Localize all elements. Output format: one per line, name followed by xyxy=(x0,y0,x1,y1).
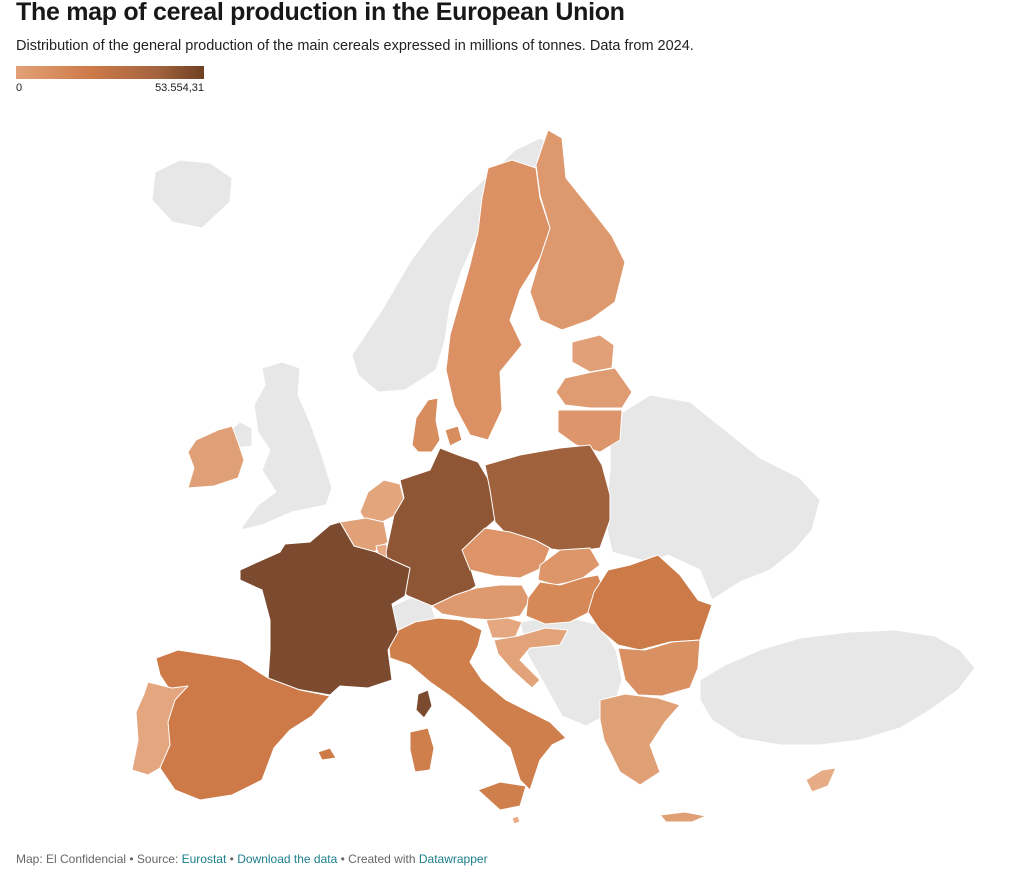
datawrapper-link[interactable]: Datawrapper xyxy=(418,852,488,866)
country-malta[interactable] xyxy=(511,815,521,825)
country-denmark[interactable] xyxy=(411,397,441,453)
country-croatia[interactable] xyxy=(493,627,569,689)
legend-gradient-bar xyxy=(16,66,204,79)
country-germany[interactable] xyxy=(385,447,496,607)
footer-credit: Map: El Confidencial xyxy=(16,852,127,866)
map-svg xyxy=(131,129,976,825)
country-denmark-islands[interactable] xyxy=(444,425,463,447)
country-iceland[interactable] xyxy=(151,159,233,229)
footer-separator: • Source: xyxy=(126,852,182,866)
country-estonia[interactable] xyxy=(571,334,615,373)
footer-credits: Map: El Confidencial • Source: Eurostat … xyxy=(16,852,488,866)
country-spain-balearic[interactable] xyxy=(317,747,337,761)
country-ireland[interactable] xyxy=(187,425,245,489)
chart-subtitle: Distribution of the general production o… xyxy=(16,38,694,54)
country-italy-sardinia[interactable] xyxy=(409,727,435,773)
country-lithuania[interactable] xyxy=(557,409,623,453)
footer-separator: • Created with xyxy=(337,852,419,866)
country-slovakia[interactable] xyxy=(537,547,601,586)
country-romania[interactable] xyxy=(587,554,713,651)
country-cyprus[interactable] xyxy=(805,767,837,793)
country-portugal[interactable] xyxy=(131,681,189,776)
country-bulgaria[interactable] xyxy=(617,639,701,697)
europe-map xyxy=(0,100,1024,845)
country-greece[interactable] xyxy=(599,693,681,786)
legend-min-label: 0 xyxy=(16,82,23,94)
country-united-kingdom[interactable] xyxy=(238,361,333,531)
country-slovenia[interactable] xyxy=(485,617,523,639)
footer-separator: • xyxy=(226,852,238,866)
legend-max-label: 53.554,31 xyxy=(155,82,204,94)
non-member-countries xyxy=(151,137,976,746)
source-link[interactable]: Eurostat xyxy=(181,852,227,866)
color-legend: 0 53.554,31 xyxy=(16,66,204,94)
country-czechia[interactable] xyxy=(461,527,551,579)
country-poland[interactable] xyxy=(484,444,611,553)
country-italy-sicily[interactable] xyxy=(477,781,527,811)
country-turkey[interactable] xyxy=(699,629,976,746)
download-data-link[interactable]: Download the data xyxy=(237,852,338,866)
country-france-corsica[interactable] xyxy=(415,689,433,719)
eu-member-countries xyxy=(131,129,837,825)
chart-title: The map of cereal production in the Euro… xyxy=(16,0,625,26)
country-italy[interactable] xyxy=(387,617,567,791)
country-latvia[interactable] xyxy=(555,367,633,409)
country-france[interactable] xyxy=(239,521,411,696)
country-greece-crete[interactable] xyxy=(659,811,707,823)
country-sweden[interactable] xyxy=(445,159,551,441)
country-eastern-europe[interactable] xyxy=(604,394,821,601)
